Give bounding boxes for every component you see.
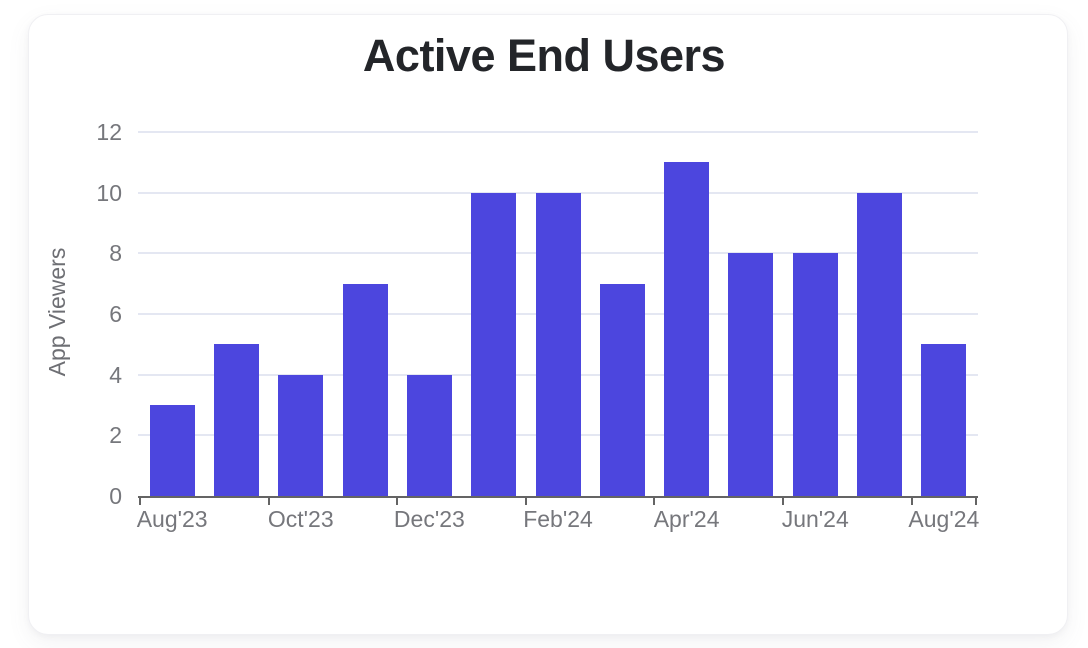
x-tick-label: Oct'23 [267,506,334,532]
x-tick-mark [782,498,785,505]
bar [599,283,645,496]
x-tick-mark [653,498,656,505]
x-tick-label: Aug'23 [136,506,208,532]
bar [728,253,774,496]
y-tick-label: 10 [96,179,122,206]
y-tick-label: 12 [96,119,122,146]
y-tick-label: 6 [109,301,122,328]
x-tick-mark [267,498,270,505]
bar [921,344,967,496]
gridline [138,131,978,134]
bar [664,162,710,496]
x-tick-mark [524,498,527,505]
x-tick-mark [396,498,399,505]
x-tick-label: Apr'24 [653,506,720,532]
x-tick-mark [975,498,977,505]
y-tick-label: 4 [109,361,122,388]
x-tick-label: Jun'24 [781,506,849,532]
x-tick-mark [139,498,141,505]
x-tick-mark [910,498,913,505]
x-tick-label: Dec'23 [393,506,465,532]
chart-title: Active End Users [362,30,726,81]
bar [792,253,838,496]
bar [149,405,195,496]
bar [471,192,517,496]
x-tick-label: Feb'24 [523,506,593,532]
y-tick-label: 8 [109,240,122,267]
bar [535,192,581,496]
bar [342,283,388,496]
x-axis-line [138,496,978,498]
x-tick-label: Aug'24 [908,506,980,532]
bar [278,374,324,496]
bar [213,344,259,496]
bar [857,192,903,496]
y-tick-label: 2 [109,422,122,449]
bar [406,374,452,496]
y-tick-label: 0 [109,483,122,509]
